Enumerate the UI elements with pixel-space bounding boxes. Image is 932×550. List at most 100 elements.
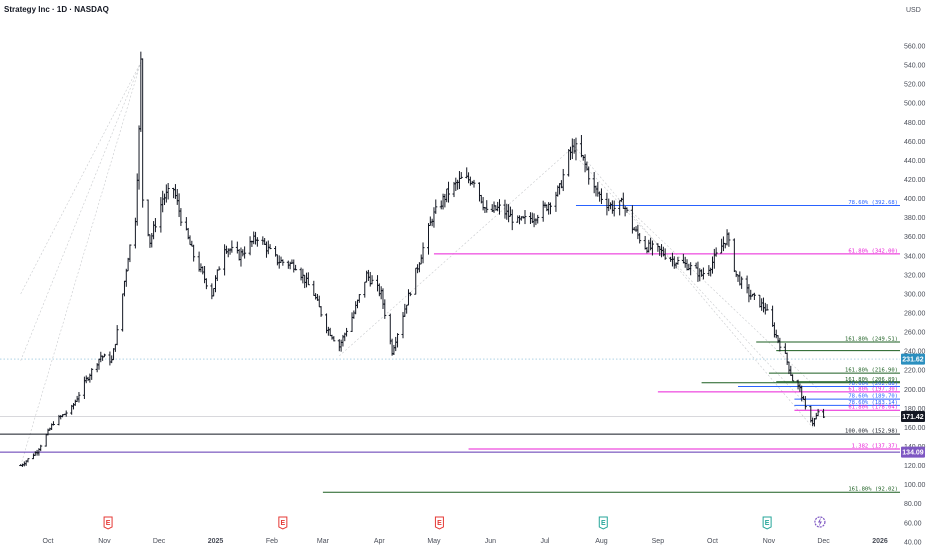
ohlc-bar[interactable] xyxy=(765,304,769,311)
ohlc-bar[interactable] xyxy=(536,214,540,224)
ohlc-bar[interactable] xyxy=(230,240,234,253)
x-tick-label: Nov xyxy=(98,538,111,545)
ohlc-bar[interactable] xyxy=(676,256,680,265)
ohlc-bar[interactable] xyxy=(217,266,221,271)
chart-title: Strategy Inc · 1D · NASDAQ xyxy=(4,5,109,14)
ohlc-bar[interactable] xyxy=(268,244,272,250)
ohlc-bar[interactable] xyxy=(141,58,145,208)
ohlc-bar[interactable] xyxy=(332,336,336,342)
fib-level-label: 78.60% (183.14) xyxy=(848,400,898,406)
svg-text:231.62: 231.62 xyxy=(902,357,924,364)
y-tick-label: 200.00 xyxy=(904,387,926,394)
ohlc-bar[interactable] xyxy=(204,278,208,290)
ohlc-bar[interactable] xyxy=(370,275,374,285)
y-tick-label: 500.00 xyxy=(904,101,926,108)
y-tick-label: 540.00 xyxy=(904,63,926,70)
trend-line[interactable] xyxy=(573,145,813,428)
ohlc-bar[interactable] xyxy=(408,292,412,297)
ohlc-bar[interactable] xyxy=(561,168,565,192)
ohlc-bar[interactable] xyxy=(77,392,81,403)
x-tick-label: Jun xyxy=(485,538,496,545)
ohlc-bar[interactable] xyxy=(434,199,438,214)
ohlc-bar[interactable] xyxy=(803,396,807,410)
y-tick-label: 300.00 xyxy=(904,291,926,298)
ohlc-bar[interactable] xyxy=(510,209,514,231)
trend-line[interactable] xyxy=(20,62,142,361)
y-tick-label: 440.00 xyxy=(904,158,926,165)
ohlc-bar[interactable] xyxy=(294,264,298,271)
y-tick-label: 340.00 xyxy=(904,253,926,260)
x-tick-label: Nov xyxy=(763,538,776,545)
ohlc-bar[interactable] xyxy=(51,421,55,426)
ohlc-bar[interactable] xyxy=(778,337,782,352)
ohlc-bar[interactable] xyxy=(689,262,693,276)
ohlc-bar[interactable] xyxy=(64,410,68,417)
ohlc-bar[interactable] xyxy=(752,292,756,300)
ohlc-bar[interactable] xyxy=(701,267,705,280)
earnings-event-icon[interactable]: E xyxy=(434,516,444,530)
ohlc-bar[interactable] xyxy=(638,233,642,244)
ohlc-bar[interactable] xyxy=(822,408,826,419)
ohlc-bar[interactable] xyxy=(102,353,106,358)
ohlc-bar[interactable] xyxy=(612,200,616,217)
earnings-event-icon[interactable] xyxy=(814,516,826,528)
ohlc-bar[interactable] xyxy=(498,199,502,215)
y-tick-label: 380.00 xyxy=(904,215,926,222)
ohlc-bar[interactable] xyxy=(472,179,476,188)
ohlc-bar[interactable] xyxy=(345,327,349,337)
earnings-event-icon[interactable]: E xyxy=(598,516,608,530)
ohlc-bar[interactable] xyxy=(396,333,400,348)
trend-line[interactable] xyxy=(20,62,142,295)
trend-line[interactable] xyxy=(579,160,806,404)
ohlc-bar[interactable] xyxy=(459,172,463,179)
ohlc-bar[interactable] xyxy=(625,207,629,213)
ohlc-bar[interactable] xyxy=(816,408,820,417)
ohlc-bar[interactable] xyxy=(663,248,667,260)
fib-level-label: 78.60% (202.88) xyxy=(848,381,898,387)
ohlc-bar[interactable] xyxy=(319,306,323,317)
ohlc-bar[interactable] xyxy=(90,368,94,380)
ohlc-bar[interactable] xyxy=(587,166,591,185)
ohlc-bar[interactable] xyxy=(166,183,170,200)
earnings-event-icon[interactable]: E xyxy=(278,516,288,530)
ohlc-bar[interactable] xyxy=(727,232,731,247)
ohlc-bar[interactable] xyxy=(714,247,718,257)
ohlc-bar[interactable] xyxy=(599,188,603,205)
y-tick-label: 480.00 xyxy=(904,120,926,127)
ohlc-bar[interactable] xyxy=(115,325,119,346)
ohlc-bar[interactable] xyxy=(740,276,744,289)
ohlc-bar[interactable] xyxy=(306,272,310,286)
svg-text:E: E xyxy=(765,520,770,527)
svg-text:171.42: 171.42 xyxy=(902,414,924,421)
ohlc-bar[interactable] xyxy=(357,294,361,303)
earnings-event-icon[interactable]: E xyxy=(103,516,113,530)
fib-level-label: 161.80% (249.51) xyxy=(845,337,898,343)
ohlc-bar[interactable] xyxy=(26,458,30,463)
ohlc-bar[interactable] xyxy=(243,246,247,259)
ohlc-bar[interactable] xyxy=(791,374,795,382)
trend-line[interactable] xyxy=(339,145,575,357)
ohlc-bar[interactable] xyxy=(153,218,157,233)
ohlc-bar[interactable] xyxy=(523,210,527,225)
ohlc-bar[interactable] xyxy=(574,137,578,161)
ohlc-bar[interactable] xyxy=(128,244,132,263)
ohlc-bar[interactable] xyxy=(179,208,183,226)
ohlc-bar[interactable] xyxy=(255,237,259,247)
ohlc-bar[interactable] xyxy=(650,240,654,256)
x-tick-label: Aug xyxy=(595,538,608,545)
ohlc-bar[interactable] xyxy=(281,259,285,266)
earnings-event-icon[interactable]: E xyxy=(762,516,772,530)
y-tick-label: 360.00 xyxy=(904,234,926,241)
ohlc-bar[interactable] xyxy=(548,202,552,215)
ohlc-bar[interactable] xyxy=(383,299,387,319)
ohlc-bar[interactable] xyxy=(485,200,489,213)
currency-label: USD xyxy=(906,7,921,14)
ohlc-bar[interactable] xyxy=(192,244,196,262)
x-tick-label: Oct xyxy=(43,538,54,545)
ohlc-bar[interactable] xyxy=(39,444,43,452)
ohlc-bar[interactable] xyxy=(447,181,451,203)
ohlc-bar[interactable] xyxy=(421,242,425,264)
fib-level-label: 61.80% (178.04) xyxy=(848,405,898,411)
x-tick-label: Apr xyxy=(374,538,386,545)
